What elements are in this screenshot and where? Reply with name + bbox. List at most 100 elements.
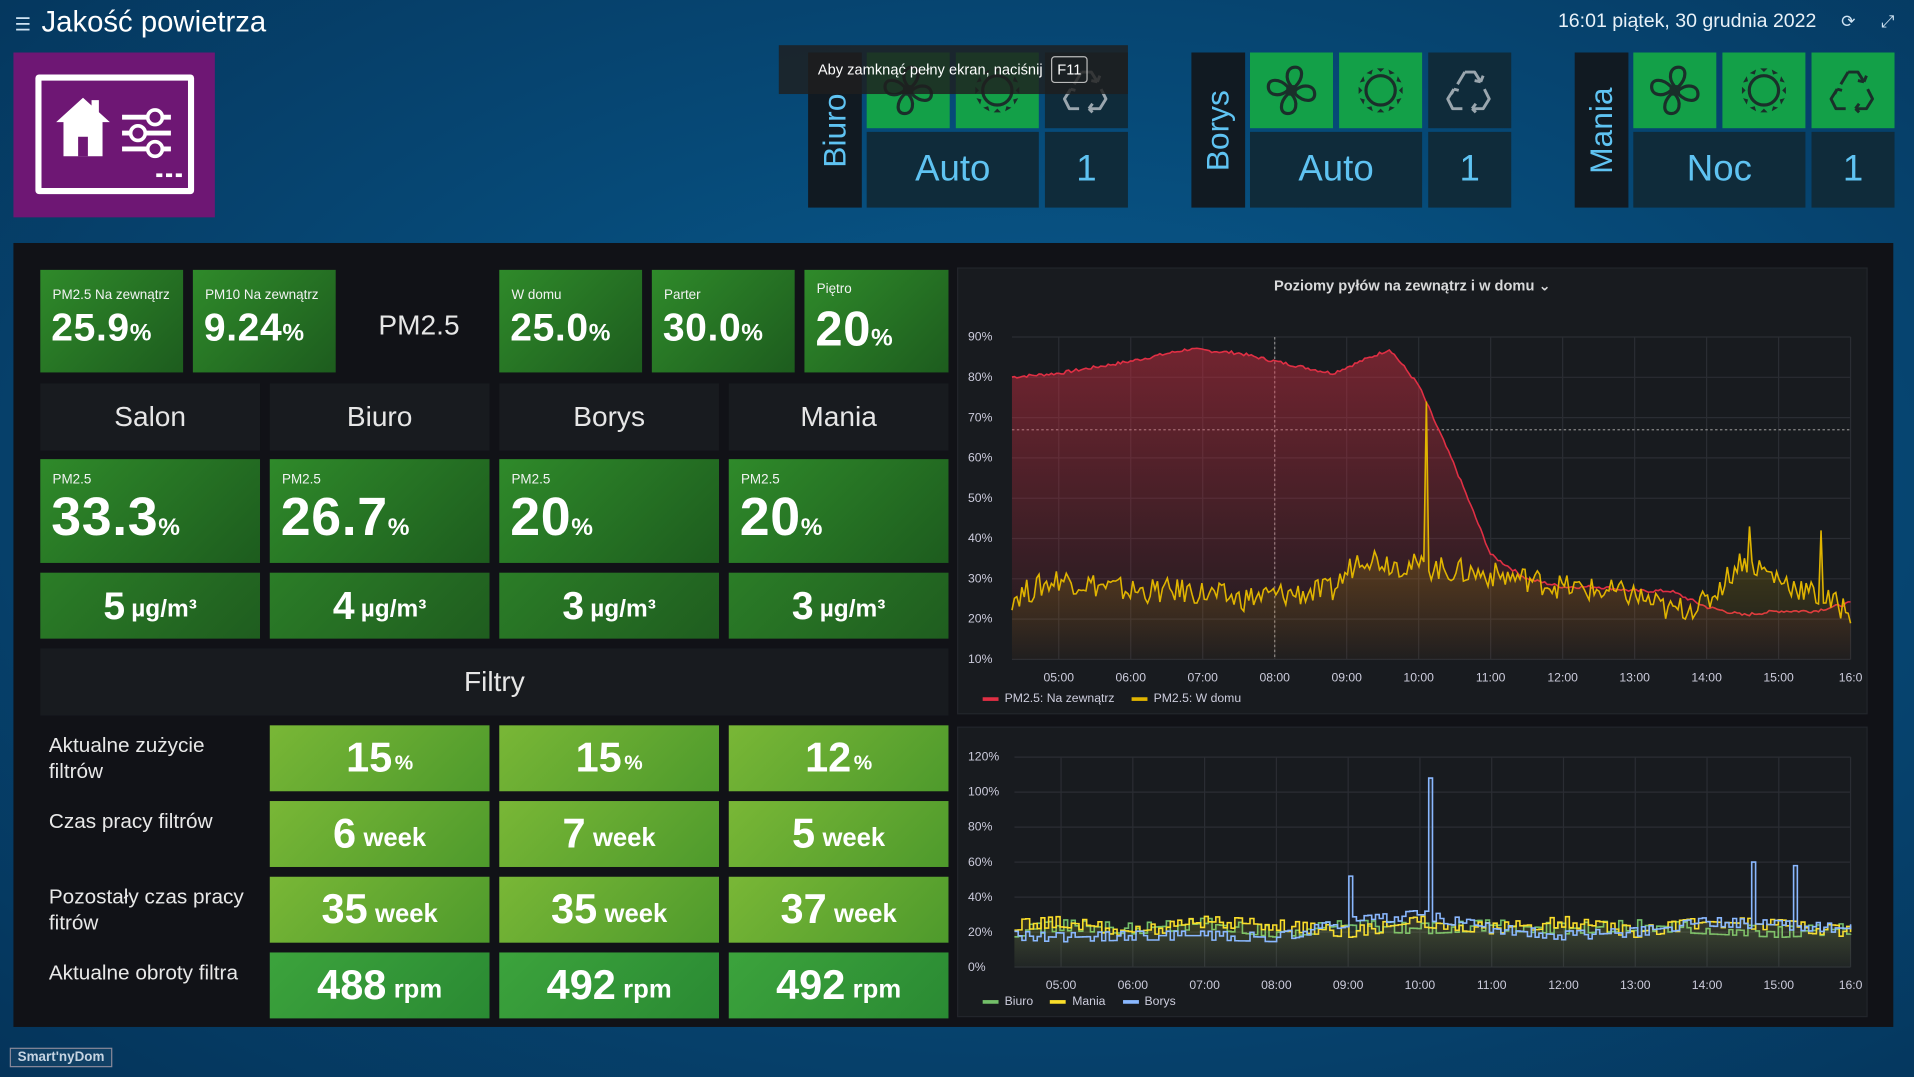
x-tick-label: 15:00 <box>1764 978 1795 992</box>
legend-item[interactable]: PM2.5: Na zewnątrz <box>982 692 1115 706</box>
borys-ug-tile[interactable]: 3 µg/m³ <box>499 572 719 639</box>
tile-unit: µg/m³ <box>819 595 886 623</box>
x-tick-label: 05:00 <box>1044 670 1075 684</box>
level-display[interactable]: 1 <box>1044 131 1128 208</box>
filter-value-tile[interactable]: 488 rpm <box>269 952 490 1019</box>
tile-unit: rpm <box>623 975 672 1004</box>
filter-value-tile[interactable]: 5 week <box>728 801 949 867</box>
mode-display[interactable]: Noc <box>1633 131 1806 208</box>
level-display[interactable]: 1 <box>1428 131 1512 208</box>
x-tick-label: 06:00 <box>1115 670 1146 684</box>
tile-value: 35 <box>551 885 598 933</box>
filter-value-tile[interactable]: 15% <box>269 725 490 792</box>
filter-value-tile[interactable]: 15% <box>499 725 719 792</box>
pm25-outside-tile[interactable]: PM2.5 Na zewnątrz 25.9% <box>40 269 184 373</box>
fan-button[interactable] <box>1249 52 1334 129</box>
x-tick-label: 12:00 <box>1547 670 1578 684</box>
tile-value: 26.7% <box>280 487 411 548</box>
x-tick-label: 16:0 <box>1839 978 1863 992</box>
recycle-icon <box>1829 70 1875 114</box>
x-tick-label: 15:00 <box>1763 670 1794 684</box>
level-display[interactable]: 1 <box>1811 131 1895 208</box>
biuro-pm-tile[interactable]: PM2.5 26.7% <box>269 459 490 563</box>
series-line[interactable] <box>1014 777 1852 943</box>
tile-unit: week <box>363 824 427 853</box>
biuro-ug-tile[interactable]: 4 µg/m³ <box>269 572 490 639</box>
fan-button[interactable] <box>1633 52 1717 129</box>
auto-mode-button[interactable] <box>1722 52 1806 129</box>
tile-label: PM10 Na zewnątrz <box>205 288 319 303</box>
filter-value-tile[interactable]: 7 week <box>499 801 719 867</box>
filter-value-tile[interactable]: 37 week <box>728 876 949 943</box>
x-tick-label: 14:00 <box>1692 978 1723 992</box>
filter-value-tile[interactable]: 35 week <box>269 876 490 943</box>
filter-value-tile[interactable]: 492 rpm <box>728 952 949 1019</box>
filter-row-label: Aktualne obroty filtra <box>48 961 238 985</box>
tile-value: 5 <box>103 583 126 628</box>
filter-value-tile[interactable]: 35 week <box>499 876 719 943</box>
clock-datetime: 16:01 piątek, 30 grudnia 2022 <box>1557 10 1817 32</box>
filter-value-tile[interactable]: 492 rpm <box>499 952 719 1019</box>
tile-unit: rpm <box>852 975 902 1004</box>
tile-value: 37 <box>780 885 827 933</box>
tile-unit: rpm <box>393 975 443 1004</box>
home-pm-tile[interactable]: W domu 25.0% <box>499 269 643 373</box>
series-line[interactable] <box>1011 401 1852 624</box>
recycle-button[interactable] <box>1428 52 1512 129</box>
mania-pm-tile[interactable]: PM2.5 20% <box>728 459 949 563</box>
x-tick-label: 09:00 <box>1333 978 1364 992</box>
chart-legend: Biuro Mania Borys <box>982 995 1176 1009</box>
filter-speed-chart: 0% 20% 40% 60% 80% 100% 120% 05:00 06:00 07:00 08:… <box>957 726 1868 1018</box>
x-tick-label: 08:00 <box>1259 670 1290 684</box>
legend-item[interactable]: Biuro <box>982 995 1033 1009</box>
filter-row-label: Aktualne zużycie filtrów <box>48 733 205 783</box>
tile-unit: % <box>624 750 643 775</box>
mode-display[interactable]: Auto <box>866 131 1039 208</box>
room-header-mania: Mania <box>728 383 949 451</box>
auto-sun-icon <box>1741 68 1786 113</box>
tile-value: 35 <box>321 885 368 933</box>
tile-label: PM2.5 <box>52 472 92 488</box>
filter-value-tile[interactable]: 12% <box>728 725 949 792</box>
borys-pm-tile[interactable]: PM2.5 20% <box>499 459 719 563</box>
tile-value: 5 <box>792 810 816 857</box>
y-tick-label: 10% <box>968 652 993 666</box>
pm10-outside-tile[interactable]: PM10 Na zewnątrz 9.24% <box>192 269 336 373</box>
filter-value-tile[interactable]: 6 week <box>269 801 490 867</box>
legend-item[interactable]: Mania <box>1050 995 1105 1009</box>
fullscreen-icon[interactable]: ⤢ <box>1880 10 1895 31</box>
pietro-pm-tile[interactable]: Piętro 20% <box>804 269 949 373</box>
y-tick-label: 60% <box>968 855 993 869</box>
room-header-biuro: Biuro <box>269 383 490 451</box>
x-tick-label: 08:00 <box>1261 978 1292 992</box>
legend-item[interactable]: PM2.5: W domu <box>1131 692 1241 706</box>
tile-value: 20% <box>739 487 824 548</box>
tile-value: 20% <box>510 487 594 548</box>
parter-pm-tile[interactable]: Parter 30.0% <box>651 269 795 373</box>
filter-row-label: Czas pracy filtrów <box>48 809 213 833</box>
tile-unit: week <box>822 824 886 853</box>
series-area <box>1011 348 1851 660</box>
mania-ug-tile[interactable]: 3 µg/m³ <box>728 572 949 639</box>
tile-value: 12 <box>805 734 852 781</box>
tile-label: PM2.5 Na zewnątrz <box>52 288 170 303</box>
refresh-icon[interactable]: ⟳ <box>1841 10 1856 31</box>
tile-value: 30.0% <box>662 305 764 350</box>
mode-display[interactable]: Auto <box>1249 131 1423 208</box>
legend-item[interactable]: Borys <box>1122 995 1176 1009</box>
filters-header: Filtry <box>40 648 949 716</box>
menu-hamburger-icon[interactable]: ☰ <box>14 14 32 36</box>
y-tick-label: 60% <box>968 451 993 465</box>
salon-ug-tile[interactable]: 5 µg/m³ <box>40 572 261 639</box>
chart-title[interactable]: Poziomy pyłów na zewnątrz i w domu ⌄ <box>1273 277 1551 295</box>
y-tick-label: 90% <box>968 330 993 344</box>
recycle-button[interactable] <box>1811 52 1895 129</box>
tile-label: PM2.5 <box>511 472 551 488</box>
home-settings-tile[interactable] <box>13 52 215 218</box>
room-header-salon: Salon <box>40 383 261 451</box>
x-tick-label: 06:00 <box>1118 978 1149 992</box>
salon-pm-tile[interactable]: PM2.5 33.3% <box>40 459 261 563</box>
tile-value: 15 <box>575 734 622 781</box>
y-tick-label: 120% <box>968 750 999 764</box>
auto-mode-button[interactable] <box>1339 52 1423 129</box>
